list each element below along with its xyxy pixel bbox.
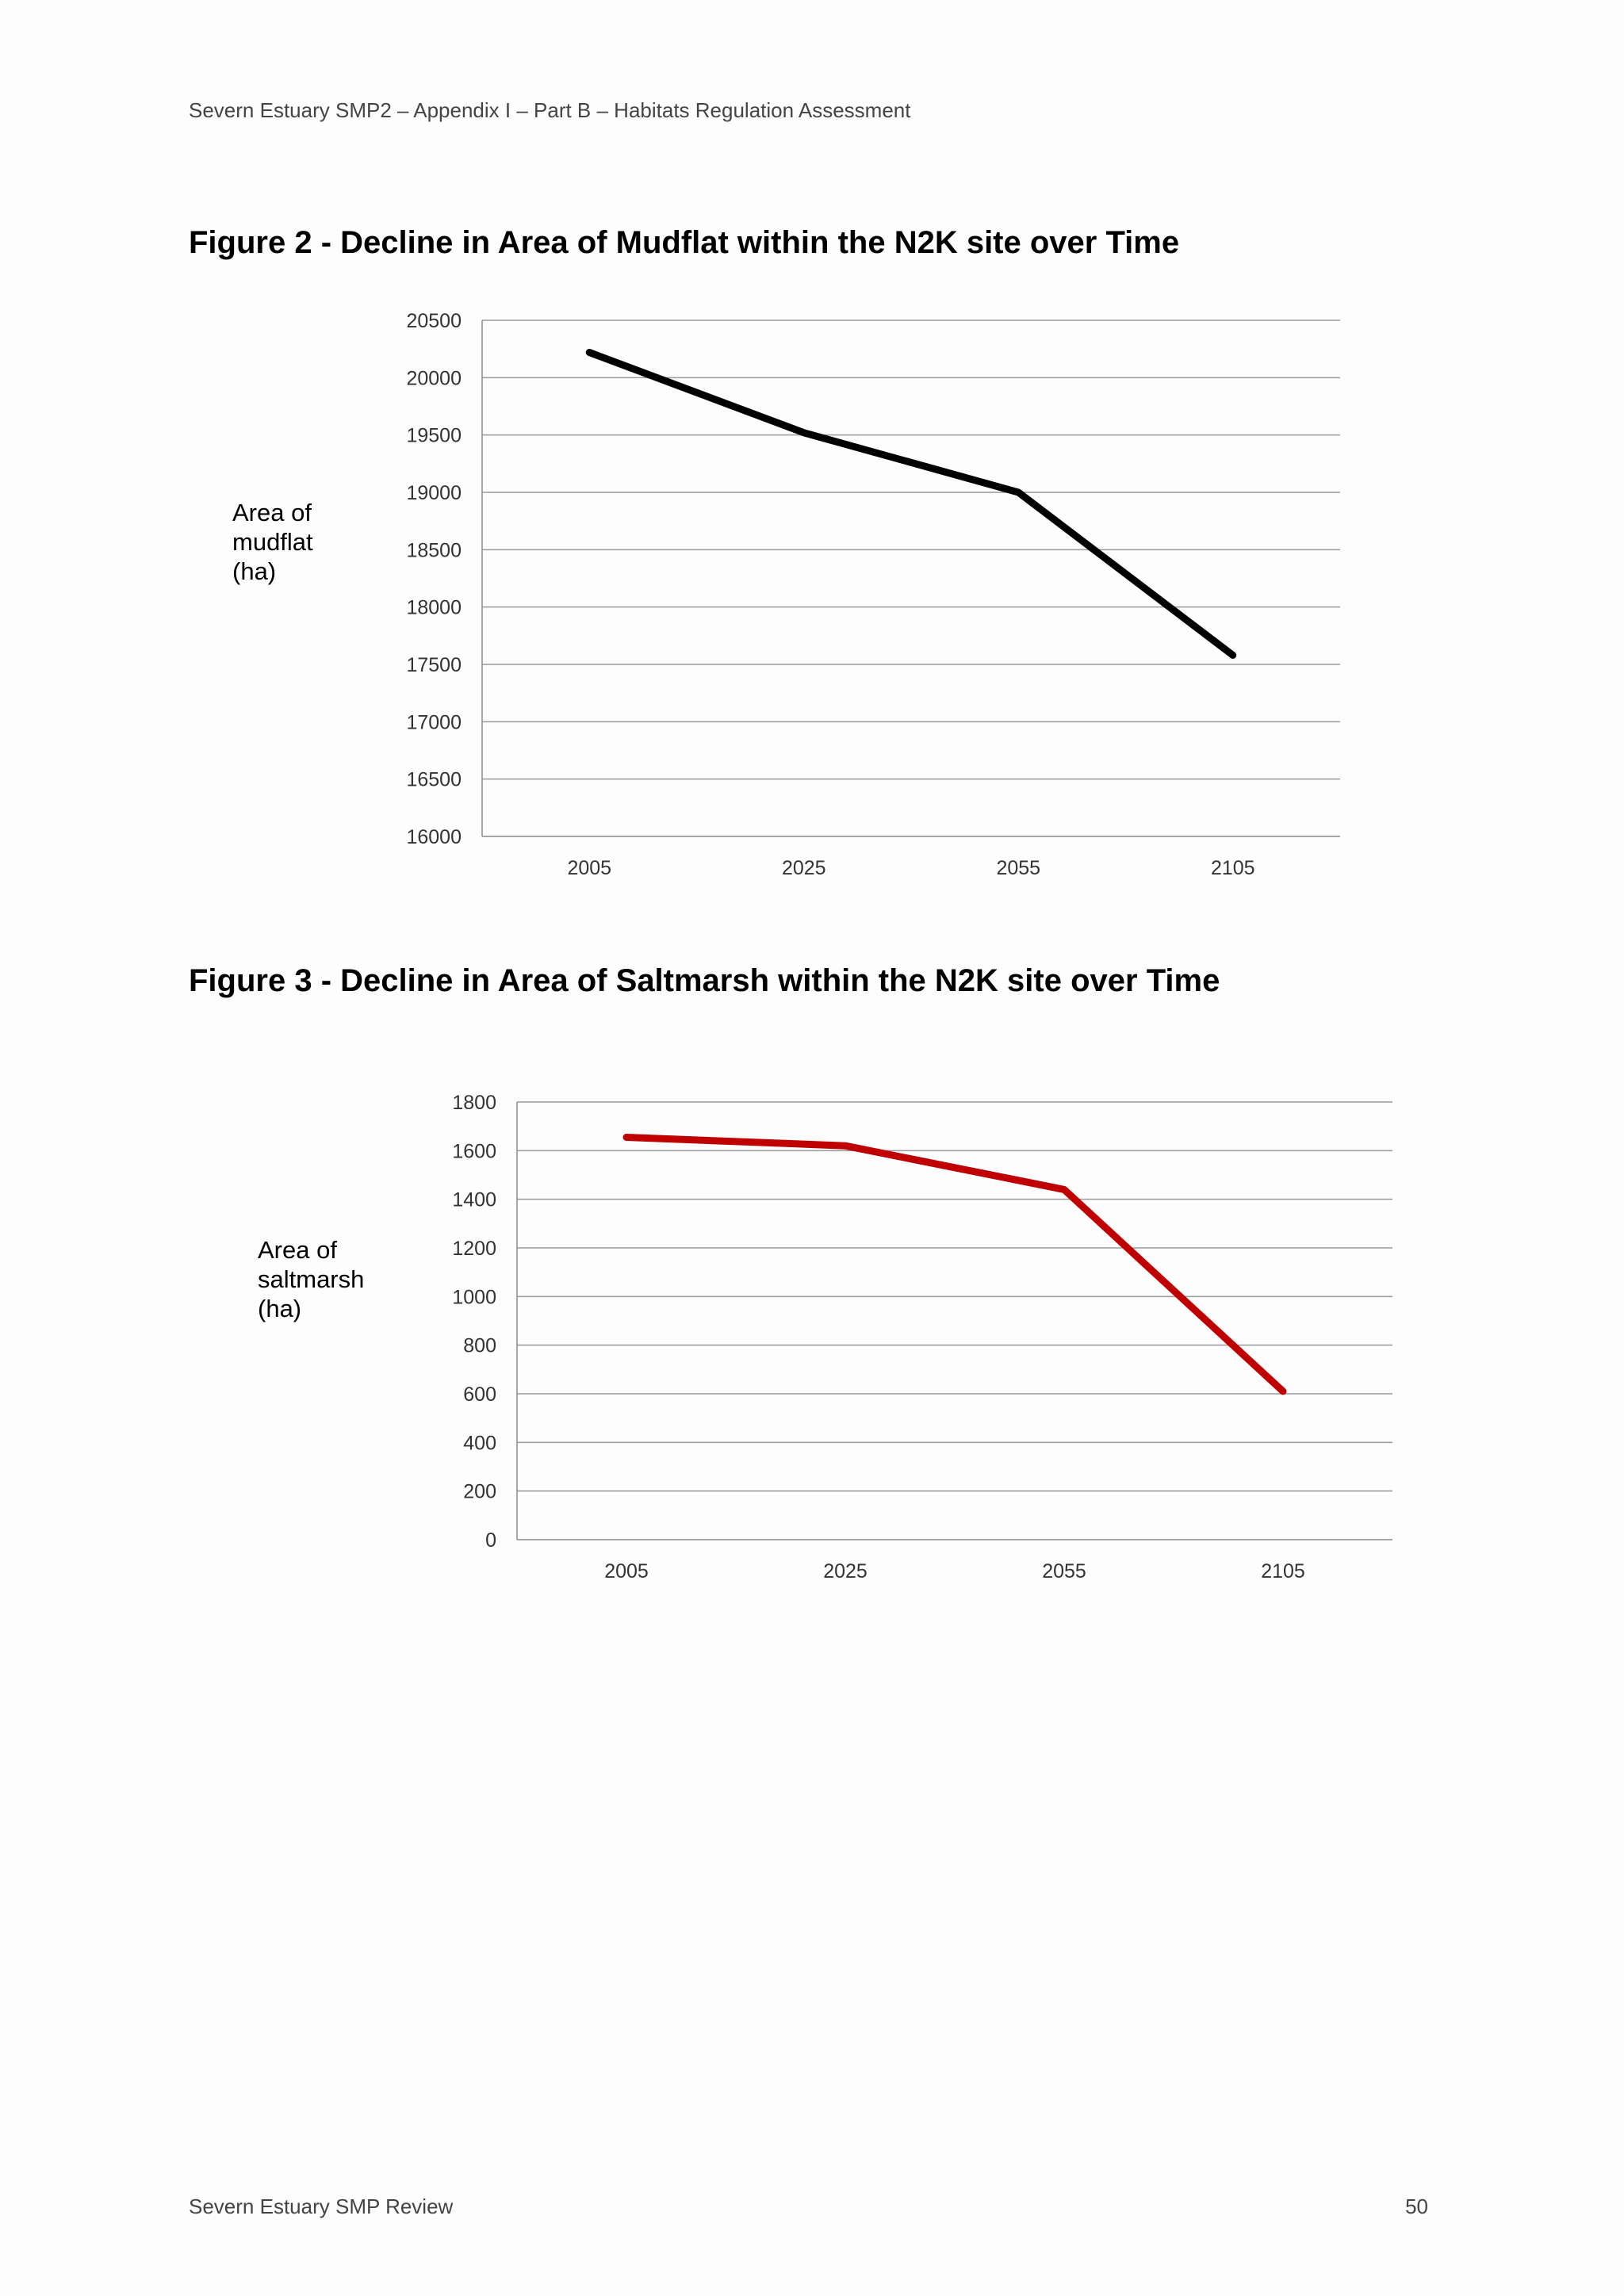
x-tick-label: 2105 xyxy=(1211,857,1255,879)
y-tick-label: 16500 xyxy=(406,769,462,791)
y-tick-label: 1600 xyxy=(452,1140,496,1162)
y-tick-label: 400 xyxy=(463,1432,496,1454)
page-number: 50 xyxy=(1405,2195,1428,2218)
y-axis-label-line: saltmarsh xyxy=(258,1265,365,1293)
y-tick-label: 19000 xyxy=(406,482,462,504)
mudflat-y-axis-label: Area of mudflat (ha) xyxy=(232,498,313,586)
y-axis-label-line: Area of xyxy=(232,499,312,526)
x-tick-label: 2055 xyxy=(1042,1560,1086,1582)
footer-title: Severn Estuary SMP Review xyxy=(189,2195,454,2218)
y-tick-label: 17500 xyxy=(406,654,462,676)
mudflat-line-chart: 16000 16500 17000 17500 18000 18500 19000 19500… xyxy=(406,310,1340,879)
y-axis-label-line: (ha) xyxy=(232,557,277,585)
y-axis-label-line: mudflat xyxy=(232,528,313,556)
y-tick-label: 19500 xyxy=(406,425,462,447)
figure-3-title: Figure 3 - Decline in Area of Saltmarsh … xyxy=(189,963,1220,998)
x-tick-label: 2025 xyxy=(823,1560,868,1582)
series-line xyxy=(622,1133,1287,1395)
y-tick-label: 20000 xyxy=(406,367,462,389)
x-tick-label: 2055 xyxy=(996,857,1040,879)
y-tick-label: 1800 xyxy=(452,1092,496,1114)
y-tick-label: 17000 xyxy=(406,711,462,733)
page-header: Severn Estuary SMP2 – Appendix I – Part … xyxy=(189,98,911,122)
y-tick-label: 20500 xyxy=(406,310,462,332)
y-tick-label: 18000 xyxy=(406,597,462,619)
y-tick-label: 1200 xyxy=(452,1238,496,1260)
y-tick-label: 200 xyxy=(463,1481,496,1503)
y-tick-label: 16000 xyxy=(406,826,462,848)
x-tick-label: 2005 xyxy=(567,857,611,879)
figure-2-title: Figure 2 - Decline in Area of Mudflat wi… xyxy=(189,225,1180,260)
x-tick-label: 2005 xyxy=(604,1560,649,1582)
x-tick-label: 2025 xyxy=(782,857,826,879)
y-tick-label: 800 xyxy=(463,1335,496,1357)
x-tick-label: 2105 xyxy=(1261,1560,1305,1582)
y-tick-label: 1400 xyxy=(452,1189,496,1211)
y-tick-label: 600 xyxy=(463,1383,496,1406)
y-axis-label-line: (ha) xyxy=(258,1295,302,1322)
y-tick-label: 0 xyxy=(485,1529,496,1552)
y-tick-label: 1000 xyxy=(452,1286,496,1308)
y-tick-label: 18500 xyxy=(406,539,462,561)
y-axis-label-line: Area of xyxy=(258,1236,337,1264)
series-line xyxy=(585,349,1237,659)
saltmarsh-line-chart: 0 200 400 600 800 1000 1200 1400 1600 1800 2005 202… xyxy=(452,1092,1392,1582)
saltmarsh-y-axis-label: Area of saltmarsh (ha) xyxy=(258,1235,364,1323)
